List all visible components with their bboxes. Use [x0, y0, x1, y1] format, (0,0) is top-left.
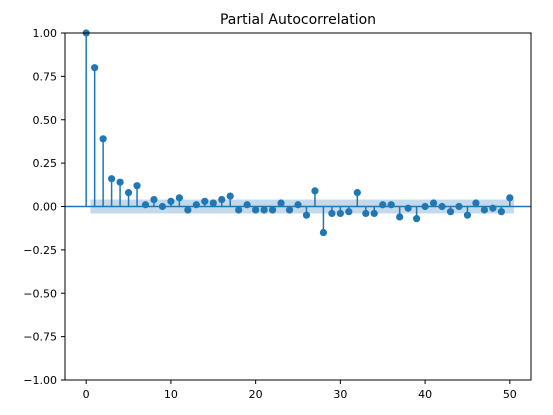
data-point	[489, 204, 497, 212]
data-point	[108, 175, 116, 183]
x-tick-label: 40	[418, 388, 432, 401]
data-point	[429, 199, 438, 207]
data-point	[438, 202, 446, 211]
data-point	[243, 201, 251, 209]
data-point	[455, 202, 463, 211]
data-point	[252, 206, 260, 214]
data-point	[336, 209, 344, 218]
axes-layer: 1.00 0.75 0.50 0.25 0.00 −0.25 −0.50 −0.75 −1.00…	[23, 27, 532, 401]
data-point	[328, 209, 336, 218]
y-tick-label: −0.25	[23, 244, 57, 257]
y-tick-label: −0.75	[23, 331, 57, 344]
data-point	[472, 199, 480, 207]
data-point	[116, 178, 124, 186]
data-point	[235, 206, 243, 214]
data-point	[345, 208, 353, 216]
data-point	[218, 195, 226, 204]
data-point	[379, 201, 387, 209]
data-point	[175, 194, 183, 202]
stem-layer	[82, 29, 514, 237]
data-point	[421, 202, 429, 211]
data-point	[302, 211, 311, 219]
data-point	[277, 199, 285, 207]
data-point	[404, 204, 412, 212]
y-tick-label: 0.25	[33, 157, 58, 170]
y-tick-label: −0.50	[23, 287, 57, 300]
data-point	[396, 213, 404, 221]
data-point	[463, 211, 472, 219]
x-tick-label: 0	[83, 388, 90, 401]
data-point	[226, 192, 234, 200]
data-point	[260, 206, 268, 214]
y-tick-label: 1.00	[33, 27, 58, 40]
data-point	[497, 208, 505, 216]
data-point	[413, 215, 421, 223]
data-point	[209, 199, 217, 207]
x-tick-label: 30	[333, 388, 347, 401]
y-tick-label: 0.50	[33, 114, 58, 127]
data-point	[446, 208, 455, 216]
data-point	[268, 206, 277, 214]
data-point	[285, 206, 294, 214]
data-point	[167, 197, 175, 205]
data-point	[184, 206, 192, 214]
x-tick-label: 10	[164, 388, 178, 401]
y-tick-label: 0.75	[33, 70, 58, 83]
data-point	[158, 202, 167, 211]
data-point	[192, 201, 200, 209]
data-point	[311, 187, 319, 195]
x-tick-label: 50	[503, 388, 517, 401]
data-point	[294, 201, 302, 209]
data-point	[124, 189, 133, 197]
data-point	[141, 201, 150, 209]
data-point	[201, 197, 209, 205]
data-point	[353, 189, 361, 197]
data-point	[133, 182, 141, 190]
data-point	[362, 209, 370, 218]
data-point	[91, 64, 99, 72]
data-point	[387, 201, 395, 209]
data-point	[506, 194, 514, 202]
y-tick-label: −1.00	[23, 374, 57, 387]
x-tick-label: 20	[249, 388, 263, 401]
y-tick-label: 0.00	[33, 201, 58, 214]
data-point	[99, 135, 107, 143]
data-point	[150, 195, 158, 204]
data-point	[480, 206, 488, 214]
data-point	[370, 209, 378, 218]
chart-title: Partial Autocorrelation	[220, 12, 376, 28]
data-point	[319, 228, 328, 237]
